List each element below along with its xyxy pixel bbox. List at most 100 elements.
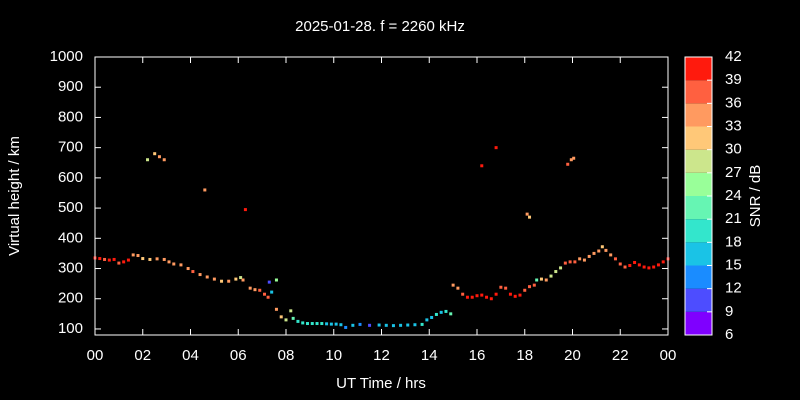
point [162, 257, 166, 261]
point [146, 158, 150, 162]
chart-title: 2025-01-28. f = 2260 kHz [295, 18, 465, 35]
point [513, 294, 517, 298]
point [642, 265, 646, 269]
point [358, 322, 362, 326]
point [425, 318, 429, 322]
colorbar-swatch [685, 196, 712, 220]
colorbar-swatch [685, 219, 712, 243]
colorbar-swatch [685, 57, 712, 81]
point [315, 322, 319, 326]
point [227, 279, 231, 283]
x-tick-label: 04 [182, 347, 199, 364]
point [172, 262, 176, 266]
point [563, 261, 567, 265]
point [451, 283, 455, 287]
point [155, 257, 159, 261]
point [186, 267, 190, 271]
colorbar-tick-label: 9 [725, 303, 733, 320]
colorbar-swatch [685, 242, 712, 266]
point [241, 278, 245, 282]
point [613, 257, 617, 261]
point [296, 319, 300, 323]
point [339, 323, 343, 327]
x-tick-label: 22 [612, 347, 629, 364]
point [600, 245, 604, 249]
point [480, 293, 484, 297]
y-tick-label: 900 [58, 78, 83, 95]
point [535, 278, 539, 282]
point [148, 257, 152, 261]
point [131, 253, 135, 257]
x-tick-label: 06 [230, 347, 247, 364]
point [391, 324, 395, 328]
colorbar-tick-label: 36 [725, 94, 742, 111]
y-tick-label: 400 [58, 229, 83, 246]
colorbar-frame [684, 56, 713, 336]
point [525, 212, 529, 216]
y-tick-label: 700 [58, 139, 83, 156]
colorbar-tick-label: 18 [725, 233, 742, 250]
point [329, 322, 333, 326]
point [205, 275, 209, 279]
point [220, 279, 224, 283]
point [559, 266, 563, 270]
point [508, 292, 512, 296]
point [305, 322, 309, 326]
point [284, 318, 288, 322]
point [494, 292, 498, 296]
point [167, 260, 171, 264]
point [475, 294, 479, 298]
point [253, 288, 257, 292]
point [310, 322, 314, 326]
colorbar-tick-label: 42 [725, 48, 742, 65]
point [234, 277, 238, 281]
point [656, 263, 660, 267]
colorbar-swatch [685, 172, 712, 196]
point [647, 266, 651, 270]
point [368, 323, 372, 327]
point [248, 286, 252, 290]
colorbar-swatch [685, 288, 712, 312]
colorbar-tick-label: 33 [725, 117, 742, 134]
point [652, 265, 656, 269]
x-axis-label: UT Time / hrs [336, 375, 426, 392]
colorbar-swatch [685, 80, 712, 104]
point [523, 288, 527, 292]
point [399, 323, 403, 327]
point [301, 321, 305, 325]
y-tick-label: 1000 [50, 48, 83, 65]
point [444, 309, 448, 313]
point [439, 310, 443, 314]
point [566, 162, 570, 166]
point [157, 155, 161, 159]
point [532, 283, 536, 287]
point [334, 322, 338, 326]
point [573, 260, 577, 264]
point [485, 295, 489, 299]
point [289, 309, 293, 313]
point [582, 258, 586, 262]
point [618, 262, 622, 266]
point [569, 158, 573, 162]
point [274, 307, 278, 311]
point [191, 270, 195, 274]
point [499, 285, 503, 289]
y-tick-label: 300 [58, 259, 83, 276]
point [266, 295, 270, 299]
point [518, 293, 522, 297]
point [98, 257, 102, 261]
point [623, 265, 627, 269]
point [597, 249, 601, 253]
point [267, 280, 271, 284]
colorbar-tick-label: 39 [725, 71, 742, 88]
x-tick-label: 00 [87, 347, 104, 364]
point [637, 263, 641, 267]
x-tick-label: 12 [373, 347, 390, 364]
y-tick-label: 500 [58, 199, 83, 216]
point [539, 277, 543, 281]
colorbar-tick-label: 6 [725, 326, 733, 343]
point [528, 285, 532, 289]
point [243, 208, 247, 212]
colorbar-swatch [685, 149, 712, 173]
